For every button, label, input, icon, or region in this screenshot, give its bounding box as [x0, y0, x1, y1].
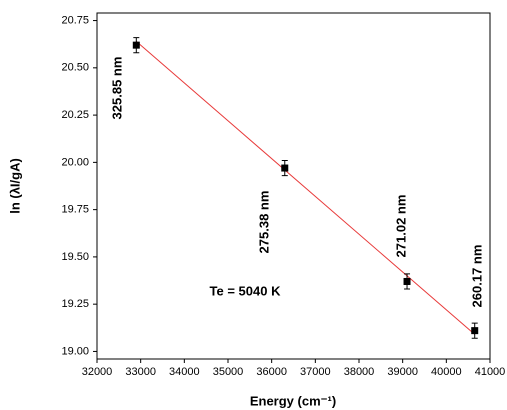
plot-frame — [96, 12, 491, 360]
y-tick-label: 19.00 — [61, 345, 89, 357]
x-axis-label: Energy (cm⁻¹) — [250, 393, 336, 408]
data-point — [471, 327, 479, 335]
x-tick-label: 36000 — [256, 366, 287, 378]
y-tick-label: 20.75 — [61, 14, 89, 26]
x-tick-label: 41000 — [475, 366, 506, 378]
x-tick-label: 35000 — [213, 366, 244, 378]
y-tick-label: 19.25 — [61, 298, 89, 310]
fit-line — [135, 40, 476, 335]
point-label: 325.85 nm — [109, 57, 124, 120]
data-point — [132, 41, 140, 49]
y-axis-label: ln (λI/gA) — [7, 158, 22, 214]
point-label: 275.38 nm — [256, 191, 271, 254]
y-tick-label: 20.50 — [61, 62, 89, 74]
data-point — [403, 277, 411, 285]
x-tick-label: 32000 — [82, 366, 113, 378]
data-point — [281, 164, 289, 172]
x-tick-label: 34000 — [169, 366, 200, 378]
x-tick-label: 37000 — [300, 366, 331, 378]
x-tick-label: 40000 — [431, 366, 462, 378]
y-tick-label: 19.50 — [61, 251, 89, 263]
x-tick-label: 38000 — [344, 366, 375, 378]
annotation: Te = 5040 K — [210, 283, 282, 298]
y-tick-label: 20.00 — [61, 156, 89, 168]
point-label: 271.02 nm — [393, 195, 408, 258]
x-tick-label: 39000 — [387, 366, 418, 378]
y-tick-label: 19.75 — [61, 204, 89, 216]
point-label: 260.17 nm — [469, 245, 484, 308]
y-tick-label: 20.25 — [61, 109, 89, 121]
x-tick-label: 33000 — [125, 366, 156, 378]
